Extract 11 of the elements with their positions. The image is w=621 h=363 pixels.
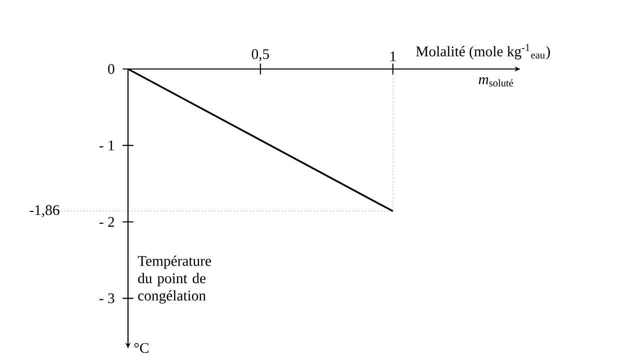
annotation: °C — [134, 343, 148, 353]
y-tick-label: - 1 — [100, 140, 114, 150]
ref-line-label: -1,86 — [30, 205, 60, 218]
y-tick-label: - 2 — [100, 217, 114, 227]
annotation: m$_{soluté}$ — [478, 77, 514, 86]
y-tick-label: - 3 — [100, 293, 114, 304]
x-tick-label: 0,5 — [252, 49, 270, 62]
x-axis-title: Molalité (mole kg$^{-1}$$_{eau}$) — [416, 44, 550, 60]
x-tick-label: 1 — [390, 51, 396, 62]
y-axis-title: Température du point de congélation — [138, 256, 212, 304]
y-tick-label: 0 — [108, 64, 114, 74]
